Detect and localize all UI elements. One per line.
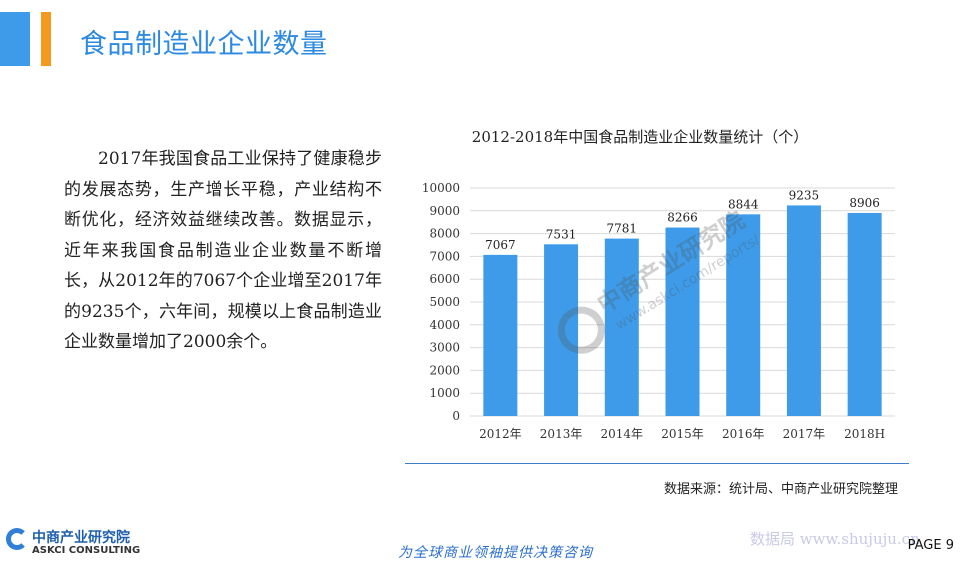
x-tick-label: 2015年	[661, 427, 704, 441]
y-tick-label: 1000	[429, 386, 460, 400]
data-label: 8266	[667, 211, 698, 225]
askci-logo-icon	[6, 528, 28, 550]
y-tick-label: 6000	[429, 272, 460, 286]
bar	[786, 205, 821, 416]
page-number: PAGE 9	[907, 538, 954, 553]
body-paragraph: 2017年我国食品工业保持了健康稳步的发展态势，生产增长平稳，产业结构不断优化，…	[64, 149, 382, 352]
y-tick-label: 3000	[429, 341, 460, 355]
source-divider	[405, 463, 909, 464]
x-tick-label: 2016年	[722, 427, 765, 441]
header-blue-block	[0, 12, 30, 66]
y-tick-label: 7000	[429, 249, 460, 263]
page-title: 食品制造业企业数量	[80, 29, 328, 60]
data-source: 数据来源：统计局、中商产业研究院整理	[663, 482, 898, 497]
y-tick-label: 2000	[429, 363, 460, 377]
y-tick-label: 10000	[422, 181, 460, 195]
y-tick-label: 9000	[429, 204, 460, 218]
footer-watermark: 数据局 www.shujuju.cn	[750, 530, 920, 548]
bar	[726, 214, 761, 416]
x-tick-label: 2012年	[479, 427, 522, 441]
askci-logo: 中商产业研究院 ASKCI CONSULTING	[6, 526, 140, 560]
data-label: 9235	[789, 188, 820, 202]
footer-slogan: 为全球商业领袖提供决策咨询	[398, 545, 593, 561]
y-tick-label: 0	[452, 409, 460, 423]
bar	[483, 254, 518, 416]
data-label: 8844	[728, 197, 759, 211]
chart-title: 2012-2018年中国食品制造业企业数量统计（个）	[471, 128, 809, 146]
x-tick-label: 2018H	[844, 427, 885, 441]
data-label: 8906	[849, 196, 880, 210]
bar	[604, 238, 639, 416]
logo-english-name: ASKCI CONSULTING	[32, 545, 141, 556]
watermark-logo-icon	[557, 306, 605, 354]
y-tick-label: 8000	[429, 227, 460, 241]
y-tick-label: 4000	[429, 318, 460, 332]
y-tick-label: 5000	[429, 295, 460, 309]
header-orange-bar	[41, 12, 51, 66]
x-tick-label: 2014年	[601, 427, 644, 441]
data-label: 7781	[607, 222, 638, 236]
bar	[544, 244, 579, 416]
data-label: 7531	[546, 227, 577, 241]
bar	[665, 227, 700, 416]
logo-chinese-name: 中商产业研究院	[32, 530, 130, 546]
data-label: 7067	[485, 238, 516, 252]
bar	[847, 212, 882, 416]
x-tick-label: 2017年	[783, 427, 826, 441]
bar-chart: 0 1000 2000 3000 4000 5000 6000 7000 8000 9000 100…	[422, 181, 895, 441]
x-tick-label: 2013年	[540, 427, 583, 441]
